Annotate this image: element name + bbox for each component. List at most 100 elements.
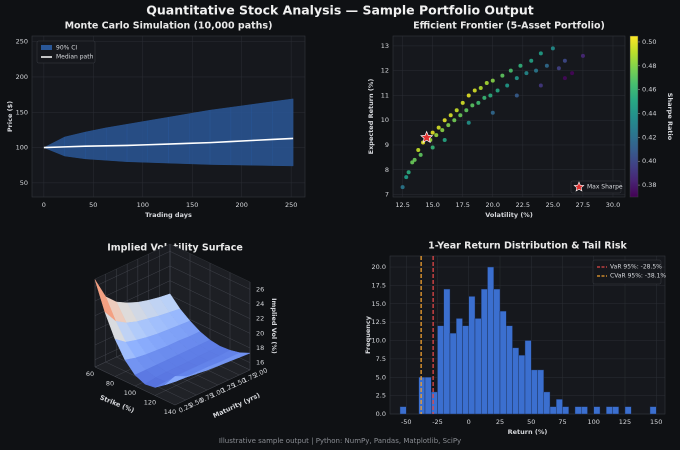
colorbar-tick-label: 0.44 <box>642 110 656 118</box>
colorbar <box>629 35 639 198</box>
x-tick-label: 150 <box>650 418 662 426</box>
histogram-bar <box>624 406 632 415</box>
portfolio-point <box>580 53 585 58</box>
x-tick-label: 140 <box>164 408 176 416</box>
x-tick-label: 0 <box>467 418 471 426</box>
legend-label: VaR 95%: -28.5% <box>610 264 662 271</box>
x-tick-label: 50 <box>89 201 97 209</box>
y-tick-label: 9 <box>385 141 389 149</box>
ci-band <box>189 109 211 165</box>
y-tick-label: 13 <box>381 42 389 50</box>
x-tick-label: 100 <box>124 389 136 397</box>
histogram-bar <box>499 310 507 415</box>
histogram-bar <box>549 406 557 415</box>
portfolio-point <box>454 108 459 113</box>
histogram-bar <box>443 288 451 415</box>
portfolio-point <box>556 66 561 71</box>
histogram-bar <box>481 288 488 415</box>
y-axis-label: Expected Return (%) <box>367 79 375 155</box>
histogram-bar <box>649 406 657 415</box>
ci-band <box>230 104 252 166</box>
y-axis-label: Frequency <box>364 315 372 354</box>
y-tick-label: 50 <box>20 179 28 187</box>
ci-band <box>209 107 232 166</box>
z-tick-label: 20 <box>256 329 264 337</box>
y-tick-label: 15.0 <box>372 300 386 308</box>
x-axis-label: Volatility (%) <box>485 211 533 219</box>
histogram-bar <box>518 355 526 415</box>
portfolio-point <box>476 100 481 105</box>
y-axis-label: Price ($) <box>6 101 14 132</box>
y-tick-label: 11 <box>381 91 389 99</box>
chart-title: 1-Year Return Distribution & Tail Risk <box>428 241 627 252</box>
z-tick-label: 24 <box>256 300 264 308</box>
portfolio-point <box>484 81 489 86</box>
x-tick-label: 0 <box>42 201 46 209</box>
histogram-bar <box>418 377 426 415</box>
portfolio-point <box>406 170 411 175</box>
y-tick-label: 10.0 <box>372 337 386 345</box>
grid-line <box>94 366 176 406</box>
y-tick-label: 250 <box>16 38 28 46</box>
y-tick-label: 0.0 <box>376 410 386 418</box>
portfolio-point <box>495 88 500 93</box>
median-line <box>43 137 294 149</box>
x-tick-label: 125 <box>619 418 631 426</box>
colorbar-tick-label: 0.42 <box>642 133 656 141</box>
portfolio-point <box>518 63 523 68</box>
histogram-bar <box>581 406 588 415</box>
colorbar-tick-label: 0.50 <box>642 38 656 46</box>
surface-patch <box>164 376 186 386</box>
z-axis-label: Implied Vol (%) <box>270 298 278 354</box>
legend-label: 90% CI <box>56 45 77 52</box>
histogram-bar <box>468 296 476 415</box>
portfolio-point <box>442 138 447 143</box>
portfolio-point <box>478 86 483 91</box>
portfolio-point <box>448 113 453 118</box>
x-tick-label: 20.0 <box>486 201 500 209</box>
histogram-bar <box>574 406 582 415</box>
histogram-bar <box>543 391 551 415</box>
max-sharpe-marker <box>420 130 434 144</box>
portfolio-point <box>430 130 435 135</box>
portfolio-point <box>534 68 539 73</box>
portfolio-point <box>466 93 471 98</box>
histogram-bar <box>524 340 532 415</box>
ci-band <box>251 101 273 166</box>
chart-title: Monte Carlo Simulation (10,000 paths) <box>65 21 273 32</box>
x-tick-label: 75 <box>558 418 566 426</box>
x-tick-label: 80 <box>106 380 114 388</box>
portfolio-point <box>440 128 445 133</box>
portfolio-point <box>472 88 477 93</box>
portfolio-point <box>508 68 513 73</box>
portfolio-point <box>436 125 441 130</box>
x-tick-label: 100 <box>137 201 149 209</box>
x-axis-label: Trading days <box>145 211 192 219</box>
histogram-bar <box>487 266 494 415</box>
x-tick-label: 30.0 <box>606 201 620 209</box>
ci-band <box>64 131 86 160</box>
histogram-bar <box>506 325 513 415</box>
y-tick-label: 17.5 <box>372 281 386 289</box>
y-tick-label: 12 <box>381 67 389 75</box>
histogram-bar <box>612 406 619 415</box>
colorbar-tick-label: 0.46 <box>642 86 656 94</box>
histogram-bar <box>493 288 501 415</box>
grid-line <box>94 265 171 302</box>
portfolio-point <box>514 76 519 81</box>
portfolio-point <box>562 58 567 63</box>
y-tick-label: 12.5 <box>372 318 386 326</box>
x-tick-label: 15.0 <box>425 201 439 209</box>
legend-box <box>570 180 622 194</box>
z-tick-label: 26 <box>256 285 264 293</box>
chart-title: Efficient Frontier (5-Asset Portfolio) <box>413 21 605 32</box>
ci-band <box>85 127 107 161</box>
histogram-bar <box>537 369 544 415</box>
histogram-bar <box>593 406 601 415</box>
histogram-bar <box>474 318 482 415</box>
z-tick-label: 16 <box>256 359 264 367</box>
portfolio-point <box>458 113 463 118</box>
x-tick-label: -25 <box>432 418 443 426</box>
ci-band <box>272 98 294 167</box>
